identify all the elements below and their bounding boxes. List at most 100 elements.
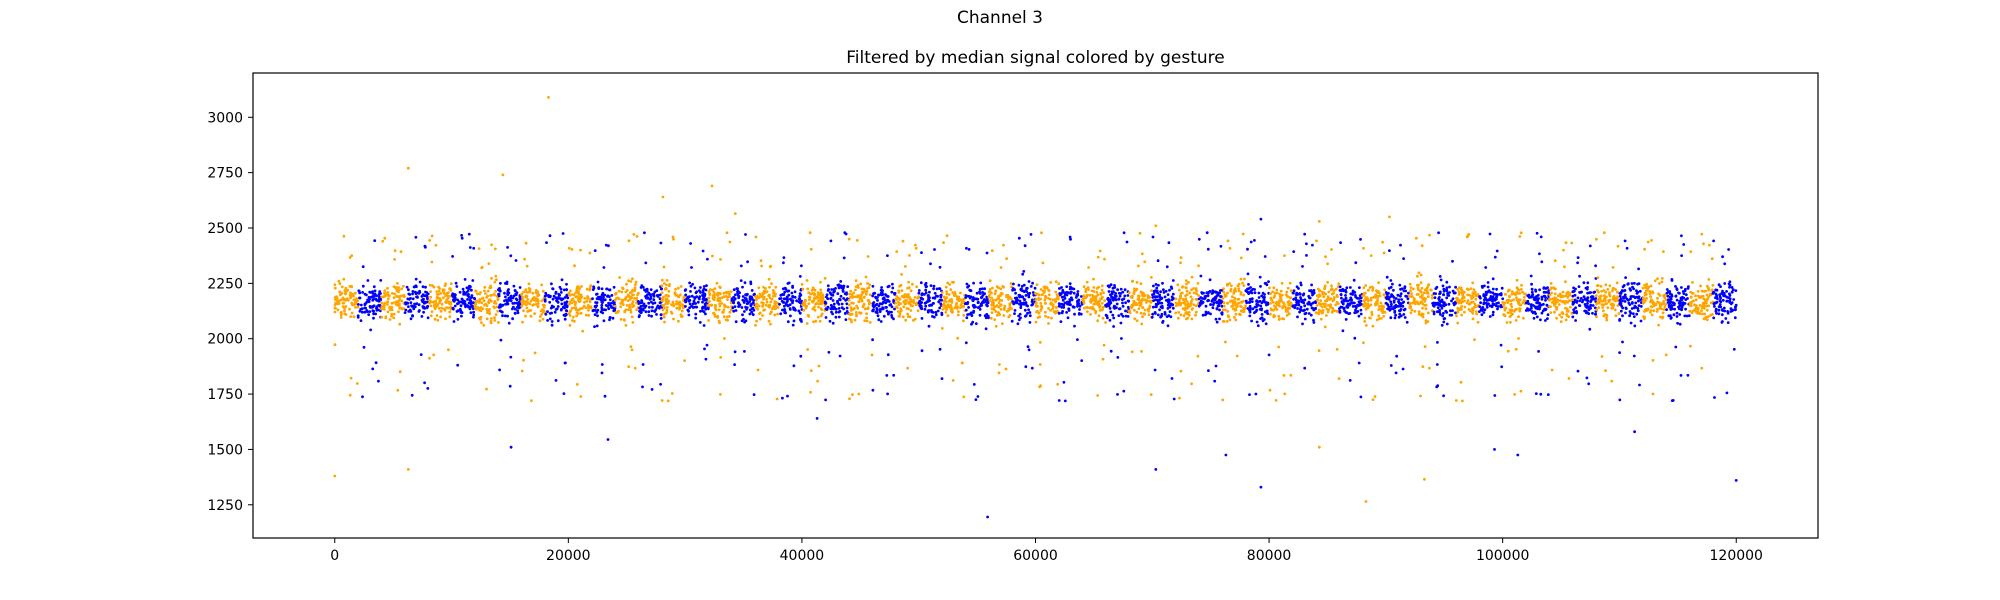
- data-point: [795, 299, 798, 303]
- data-point: [1442, 311, 1445, 315]
- data-point: [1190, 275, 1194, 279]
- data-point: [1156, 259, 1160, 263]
- data-point: [714, 306, 717, 310]
- data-point: [1513, 393, 1516, 396]
- data-point: [999, 266, 1003, 269]
- data-point: [962, 395, 966, 399]
- data-point: [965, 246, 968, 250]
- data-point: [1013, 288, 1016, 292]
- data-point: [1137, 264, 1140, 268]
- data-point: [1346, 304, 1349, 308]
- data-point: [618, 276, 621, 279]
- data-point: [856, 306, 860, 310]
- data-point: [449, 282, 453, 286]
- data-point: [408, 297, 411, 301]
- data-point: [1117, 307, 1121, 311]
- data-point: [1139, 311, 1143, 315]
- data-point: [948, 283, 952, 286]
- data-point: [704, 357, 708, 361]
- data-point: [1160, 296, 1164, 300]
- data-point: [1299, 281, 1303, 285]
- data-point: [729, 290, 733, 293]
- data-point: [338, 290, 341, 294]
- data-point: [997, 371, 1001, 375]
- data-point: [880, 291, 883, 295]
- data-point: [997, 311, 1000, 315]
- data-point: [791, 301, 794, 305]
- data-point: [509, 254, 513, 258]
- data-point: [880, 302, 884, 306]
- data-point: [1195, 289, 1198, 293]
- data-point: [467, 232, 471, 236]
- data-point: [371, 367, 375, 371]
- data-point: [1117, 297, 1121, 301]
- data-point: [1199, 274, 1203, 278]
- data-point: [851, 296, 854, 299]
- data-point: [879, 320, 883, 323]
- data-point: [999, 294, 1003, 297]
- data-point: [1327, 290, 1331, 294]
- data-point: [1147, 309, 1150, 313]
- data-point: [407, 305, 410, 308]
- data-point: [336, 308, 340, 312]
- data-point: [876, 314, 880, 318]
- data-point: [440, 302, 444, 306]
- data-point: [372, 312, 375, 316]
- data-point: [563, 317, 567, 321]
- data-point: [1219, 244, 1223, 248]
- data-point: [1082, 306, 1086, 310]
- data-point: [980, 295, 984, 299]
- data-point: [1085, 305, 1089, 309]
- data-point: [784, 297, 787, 301]
- data-point: [817, 293, 820, 296]
- data-point: [1450, 299, 1453, 303]
- data-point: [1423, 303, 1427, 307]
- data-point: [1570, 241, 1574, 245]
- data-point: [1049, 281, 1053, 284]
- data-point: [1222, 304, 1226, 308]
- data-point: [786, 289, 789, 293]
- data-point: [1389, 285, 1393, 289]
- data-point: [1298, 292, 1302, 296]
- data-point: [832, 288, 836, 291]
- data-point: [538, 315, 542, 318]
- data-point: [1177, 288, 1181, 292]
- data-point: [1239, 313, 1242, 317]
- data-point: [413, 302, 416, 306]
- data-point: [714, 304, 717, 308]
- data-point: [1569, 305, 1572, 309]
- data-point: [701, 305, 705, 309]
- data-point: [498, 368, 501, 372]
- data-point: [1438, 290, 1442, 294]
- data-point: [1395, 354, 1399, 358]
- data-point: [990, 296, 994, 300]
- data-point: [523, 290, 526, 293]
- data-point: [1153, 368, 1157, 372]
- data-point: [998, 363, 1001, 366]
- data-point: [1161, 281, 1164, 285]
- data-point: [647, 310, 651, 314]
- data-point: [354, 291, 357, 295]
- data-point: [1523, 295, 1526, 299]
- data-point: [486, 294, 489, 298]
- data-point: [568, 300, 572, 304]
- data-point: [544, 312, 548, 316]
- data-point: [932, 287, 935, 291]
- data-point: [1182, 314, 1186, 318]
- data-point: [1323, 325, 1327, 329]
- data-point: [361, 284, 365, 288]
- data-point: [581, 329, 585, 333]
- data-point: [687, 313, 691, 317]
- data-point: [378, 291, 382, 294]
- data-point: [769, 322, 772, 326]
- data-point: [933, 248, 936, 251]
- data-point: [909, 298, 913, 302]
- data-point: [1078, 304, 1082, 308]
- data-point: [1086, 286, 1090, 289]
- data-point: [739, 264, 743, 268]
- data-point: [576, 285, 580, 288]
- data-point: [981, 291, 984, 294]
- data-point: [1376, 296, 1379, 300]
- data-point: [686, 296, 690, 300]
- data-point: [1514, 319, 1518, 322]
